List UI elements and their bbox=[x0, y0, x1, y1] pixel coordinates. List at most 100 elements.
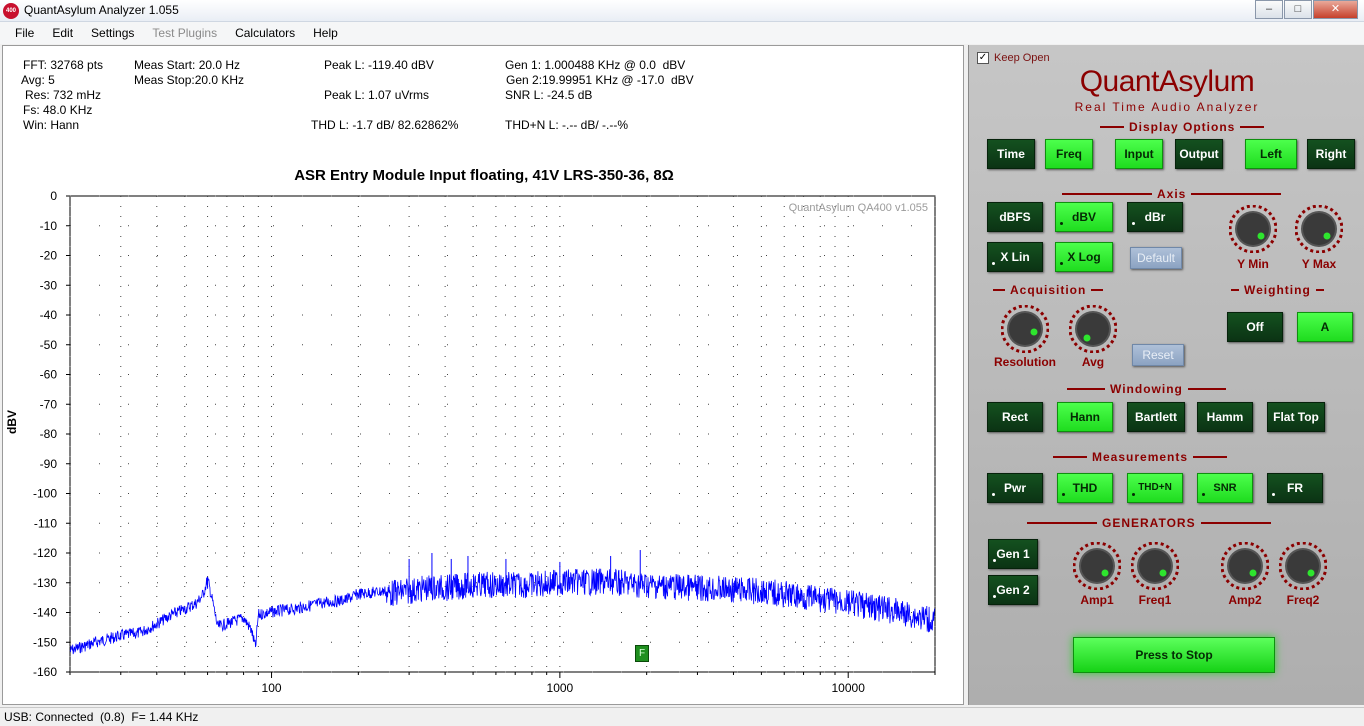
window-controls: – □ ✕ bbox=[1254, 0, 1358, 19]
knob-icon bbox=[1228, 204, 1278, 254]
window-hann-button[interactable]: Hann bbox=[1057, 402, 1113, 432]
minimize-button[interactable]: – bbox=[1255, 0, 1283, 19]
reset-button[interactable]: Reset bbox=[1132, 344, 1184, 366]
section-generators: GENERATORS bbox=[1027, 516, 1271, 530]
knob-icon bbox=[1130, 541, 1180, 591]
gen2-button[interactable]: Gen 2 bbox=[988, 575, 1038, 605]
meas-thdn-button[interactable]: THD+N bbox=[1127, 473, 1183, 503]
brand-subtitle: Real Time Audio Analyzer bbox=[1074, 100, 1260, 114]
display-output-button[interactable]: Output bbox=[1175, 139, 1223, 169]
section-measurements: Measurements bbox=[1053, 450, 1228, 464]
window-bartlett-button[interactable]: Bartlett bbox=[1127, 402, 1185, 432]
knob-icon bbox=[1220, 541, 1270, 591]
knob-icon bbox=[1000, 304, 1050, 354]
freq2-knob[interactable] bbox=[1278, 541, 1328, 591]
display-freq-button[interactable]: Freq bbox=[1045, 139, 1093, 169]
knob-icon bbox=[1278, 541, 1328, 591]
section-axis: Axis bbox=[1062, 187, 1282, 201]
control-panel: ✓ Keep Open QuantAsylum Real Time Audio … bbox=[968, 45, 1364, 705]
y-axis-label: dBV bbox=[5, 410, 19, 434]
weighting-a-button[interactable]: A bbox=[1297, 312, 1353, 342]
section-axis-label: Axis bbox=[1157, 187, 1187, 201]
x-tick-label: 10000 bbox=[832, 681, 866, 695]
stat-win: Win: Hann bbox=[23, 118, 80, 132]
meas-thd-button[interactable]: THD bbox=[1057, 473, 1113, 503]
y-tick-label: -90 bbox=[40, 457, 58, 471]
avg-knob-label: Avg bbox=[1081, 355, 1105, 369]
axis-xlog-button[interactable]: X Log bbox=[1055, 242, 1113, 272]
y-tick-label: -50 bbox=[40, 338, 58, 352]
window-flattop-button[interactable]: Flat Top bbox=[1267, 402, 1325, 432]
y-tick-label: -60 bbox=[40, 368, 58, 382]
y-tick-label: 0 bbox=[50, 189, 57, 203]
display-left-button[interactable]: Left bbox=[1245, 139, 1297, 169]
y-tick-label: -140 bbox=[33, 606, 57, 620]
stat-gen2: Gen 2:19.99951 KHz @ -17.0 dBV bbox=[506, 73, 694, 87]
stat-meas-stop: Meas Stop:20.0 KHz bbox=[134, 73, 245, 87]
gen1-button[interactable]: Gen 1 bbox=[988, 539, 1038, 569]
menu-edit[interactable]: Edit bbox=[52, 26, 74, 40]
spectrum-chart[interactable]: 0 -10 -20 -30 -40 -50 -60 -70 -80 -90 -100 -110 -120… bbox=[3, 46, 963, 704]
meas-fr-button[interactable]: FR bbox=[1267, 473, 1323, 503]
section-weighting: Weighting bbox=[1231, 283, 1324, 297]
menu-bar: File Edit Settings Test Plugins Calculat… bbox=[0, 22, 1364, 44]
stat-fs: Fs: 48.0 KHz bbox=[23, 103, 93, 117]
meas-snr-button[interactable]: SNR bbox=[1197, 473, 1253, 503]
amp2-knob[interactable] bbox=[1220, 541, 1270, 591]
y-tick-label: -100 bbox=[33, 487, 57, 501]
spectrum-trace bbox=[69, 568, 935, 655]
resolution-knob[interactable] bbox=[1000, 304, 1050, 354]
axis-dbfs-button[interactable]: dBFS bbox=[987, 202, 1043, 232]
window-title: QuantAsylum Analyzer 1.055 bbox=[24, 3, 179, 17]
amp1-knob[interactable] bbox=[1072, 541, 1122, 591]
axis-dbr-button[interactable]: dBr bbox=[1127, 202, 1183, 232]
section-display-label: Display Options bbox=[1129, 120, 1236, 134]
x-tick-label: 1000 bbox=[547, 681, 574, 695]
y-tick-label: -160 bbox=[33, 665, 57, 679]
menu-help[interactable]: Help bbox=[313, 26, 338, 40]
menu-settings[interactable]: Settings bbox=[91, 26, 135, 40]
knob-icon bbox=[1294, 204, 1344, 254]
weighting-off-button[interactable]: Off bbox=[1227, 312, 1283, 342]
menu-calculators[interactable]: Calculators bbox=[235, 26, 296, 40]
axis-dbv-button[interactable]: dBV bbox=[1055, 202, 1113, 232]
axis-default-button[interactable]: Default bbox=[1130, 247, 1182, 269]
meas-pwr-button[interactable]: Pwr bbox=[987, 473, 1043, 503]
title-bar: 400 QuantAsylum Analyzer 1.055 – □ ✕ bbox=[0, 0, 1364, 22]
y-min-knob[interactable] bbox=[1228, 204, 1278, 254]
y-tick-label: -70 bbox=[40, 397, 58, 411]
y-tick-label: -30 bbox=[40, 278, 58, 292]
frequency-marker[interactable]: F bbox=[635, 645, 649, 662]
resolution-knob-label: Resolution bbox=[994, 355, 1056, 369]
stat-peak-vrms: Peak L: 1.07 uVrms bbox=[324, 88, 429, 102]
section-display-options: Display Options bbox=[1100, 120, 1265, 134]
close-button[interactable]: ✕ bbox=[1313, 0, 1358, 19]
y-tick-label: -150 bbox=[33, 635, 57, 649]
window-rect-button[interactable]: Rect bbox=[987, 402, 1043, 432]
avg-knob[interactable] bbox=[1068, 304, 1118, 354]
maximize-button[interactable]: □ bbox=[1284, 0, 1312, 19]
display-input-button[interactable]: Input bbox=[1115, 139, 1163, 169]
amp2-knob-label: Amp2 bbox=[1228, 593, 1262, 607]
window-hamm-button[interactable]: Hamm bbox=[1197, 402, 1253, 432]
freq2-knob-label: Freq2 bbox=[1286, 593, 1320, 607]
section-windowing: Windowing bbox=[1067, 382, 1226, 396]
freq1-knob[interactable] bbox=[1130, 541, 1180, 591]
y-max-knob[interactable] bbox=[1294, 204, 1344, 254]
menu-file[interactable]: File bbox=[15, 26, 35, 40]
y-tick-label: -10 bbox=[40, 219, 58, 233]
keep-open-checkbox[interactable]: ✓ bbox=[977, 52, 989, 64]
y-tick-label: -110 bbox=[34, 516, 57, 530]
display-time-button[interactable]: Time bbox=[987, 139, 1035, 169]
display-right-button[interactable]: Right bbox=[1307, 139, 1355, 169]
axis-xlin-button[interactable]: X Lin bbox=[987, 242, 1043, 272]
knob-icon bbox=[1072, 541, 1122, 591]
menu-test-plugins[interactable]: Test Plugins bbox=[152, 26, 218, 40]
freq1-knob-label: Freq1 bbox=[1138, 593, 1172, 607]
press-to-stop-button[interactable]: Press to Stop bbox=[1073, 637, 1275, 673]
y-tick-label: -130 bbox=[33, 576, 57, 590]
app-icon: 400 bbox=[3, 3, 19, 19]
brand-logo: QuantAsylum bbox=[1079, 65, 1255, 98]
keep-open-toggle[interactable]: ✓ Keep Open bbox=[977, 52, 1050, 64]
y-tick-label: -80 bbox=[40, 427, 58, 441]
